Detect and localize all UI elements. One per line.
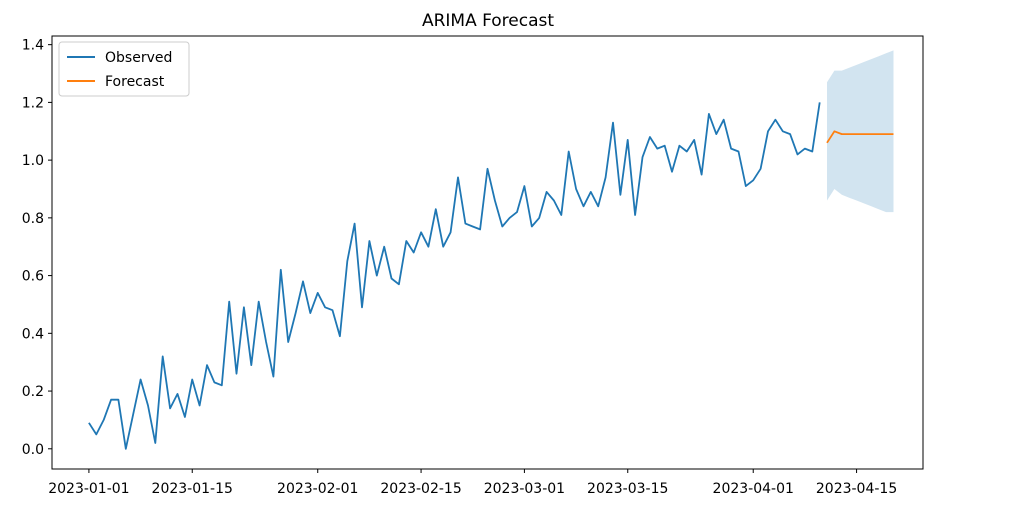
y-tick-label: 0.2 xyxy=(22,384,44,400)
legend-label-observed: Observed xyxy=(105,50,172,66)
confidence-band-layer xyxy=(827,50,894,213)
x-tick-label: 2023-01-15 xyxy=(152,481,233,497)
plot-frame xyxy=(51,35,924,470)
confidence-band xyxy=(827,50,894,213)
y-tick-label: 1.0 xyxy=(22,153,44,169)
legend-label-forecast: Forecast xyxy=(105,74,165,90)
legend: Observed Forecast xyxy=(58,41,190,97)
observed-series-line xyxy=(88,102,821,450)
x-tick-label: 2023-02-01 xyxy=(277,481,358,497)
y-tick-label: 0.0 xyxy=(22,442,44,458)
chart-title: ARIMA Forecast xyxy=(422,11,554,31)
forecast-series-line xyxy=(826,130,894,144)
axes-layer: 2023-01-01 2023-01-15 2023-02-01 2023-02-15… xyxy=(22,35,924,497)
series-layer xyxy=(88,102,894,450)
legend-box xyxy=(58,41,190,97)
y-tick-label: 1.2 xyxy=(22,95,44,111)
y-tick-label: 1.4 xyxy=(22,38,44,54)
x-tick-label: 2023-03-01 xyxy=(484,481,565,497)
x-tick-label: 2023-02-15 xyxy=(380,481,461,497)
y-tick-label: 0.4 xyxy=(22,326,44,342)
y-tick-label: 0.6 xyxy=(22,269,44,285)
x-tick-label: 2023-03-15 xyxy=(587,481,668,497)
x-tick-label: 2023-04-01 xyxy=(713,481,794,497)
y-tick-label: 0.8 xyxy=(22,211,44,227)
x-tick-label: 2023-01-01 xyxy=(48,481,129,497)
x-tick-label: 2023-04-15 xyxy=(816,481,897,497)
